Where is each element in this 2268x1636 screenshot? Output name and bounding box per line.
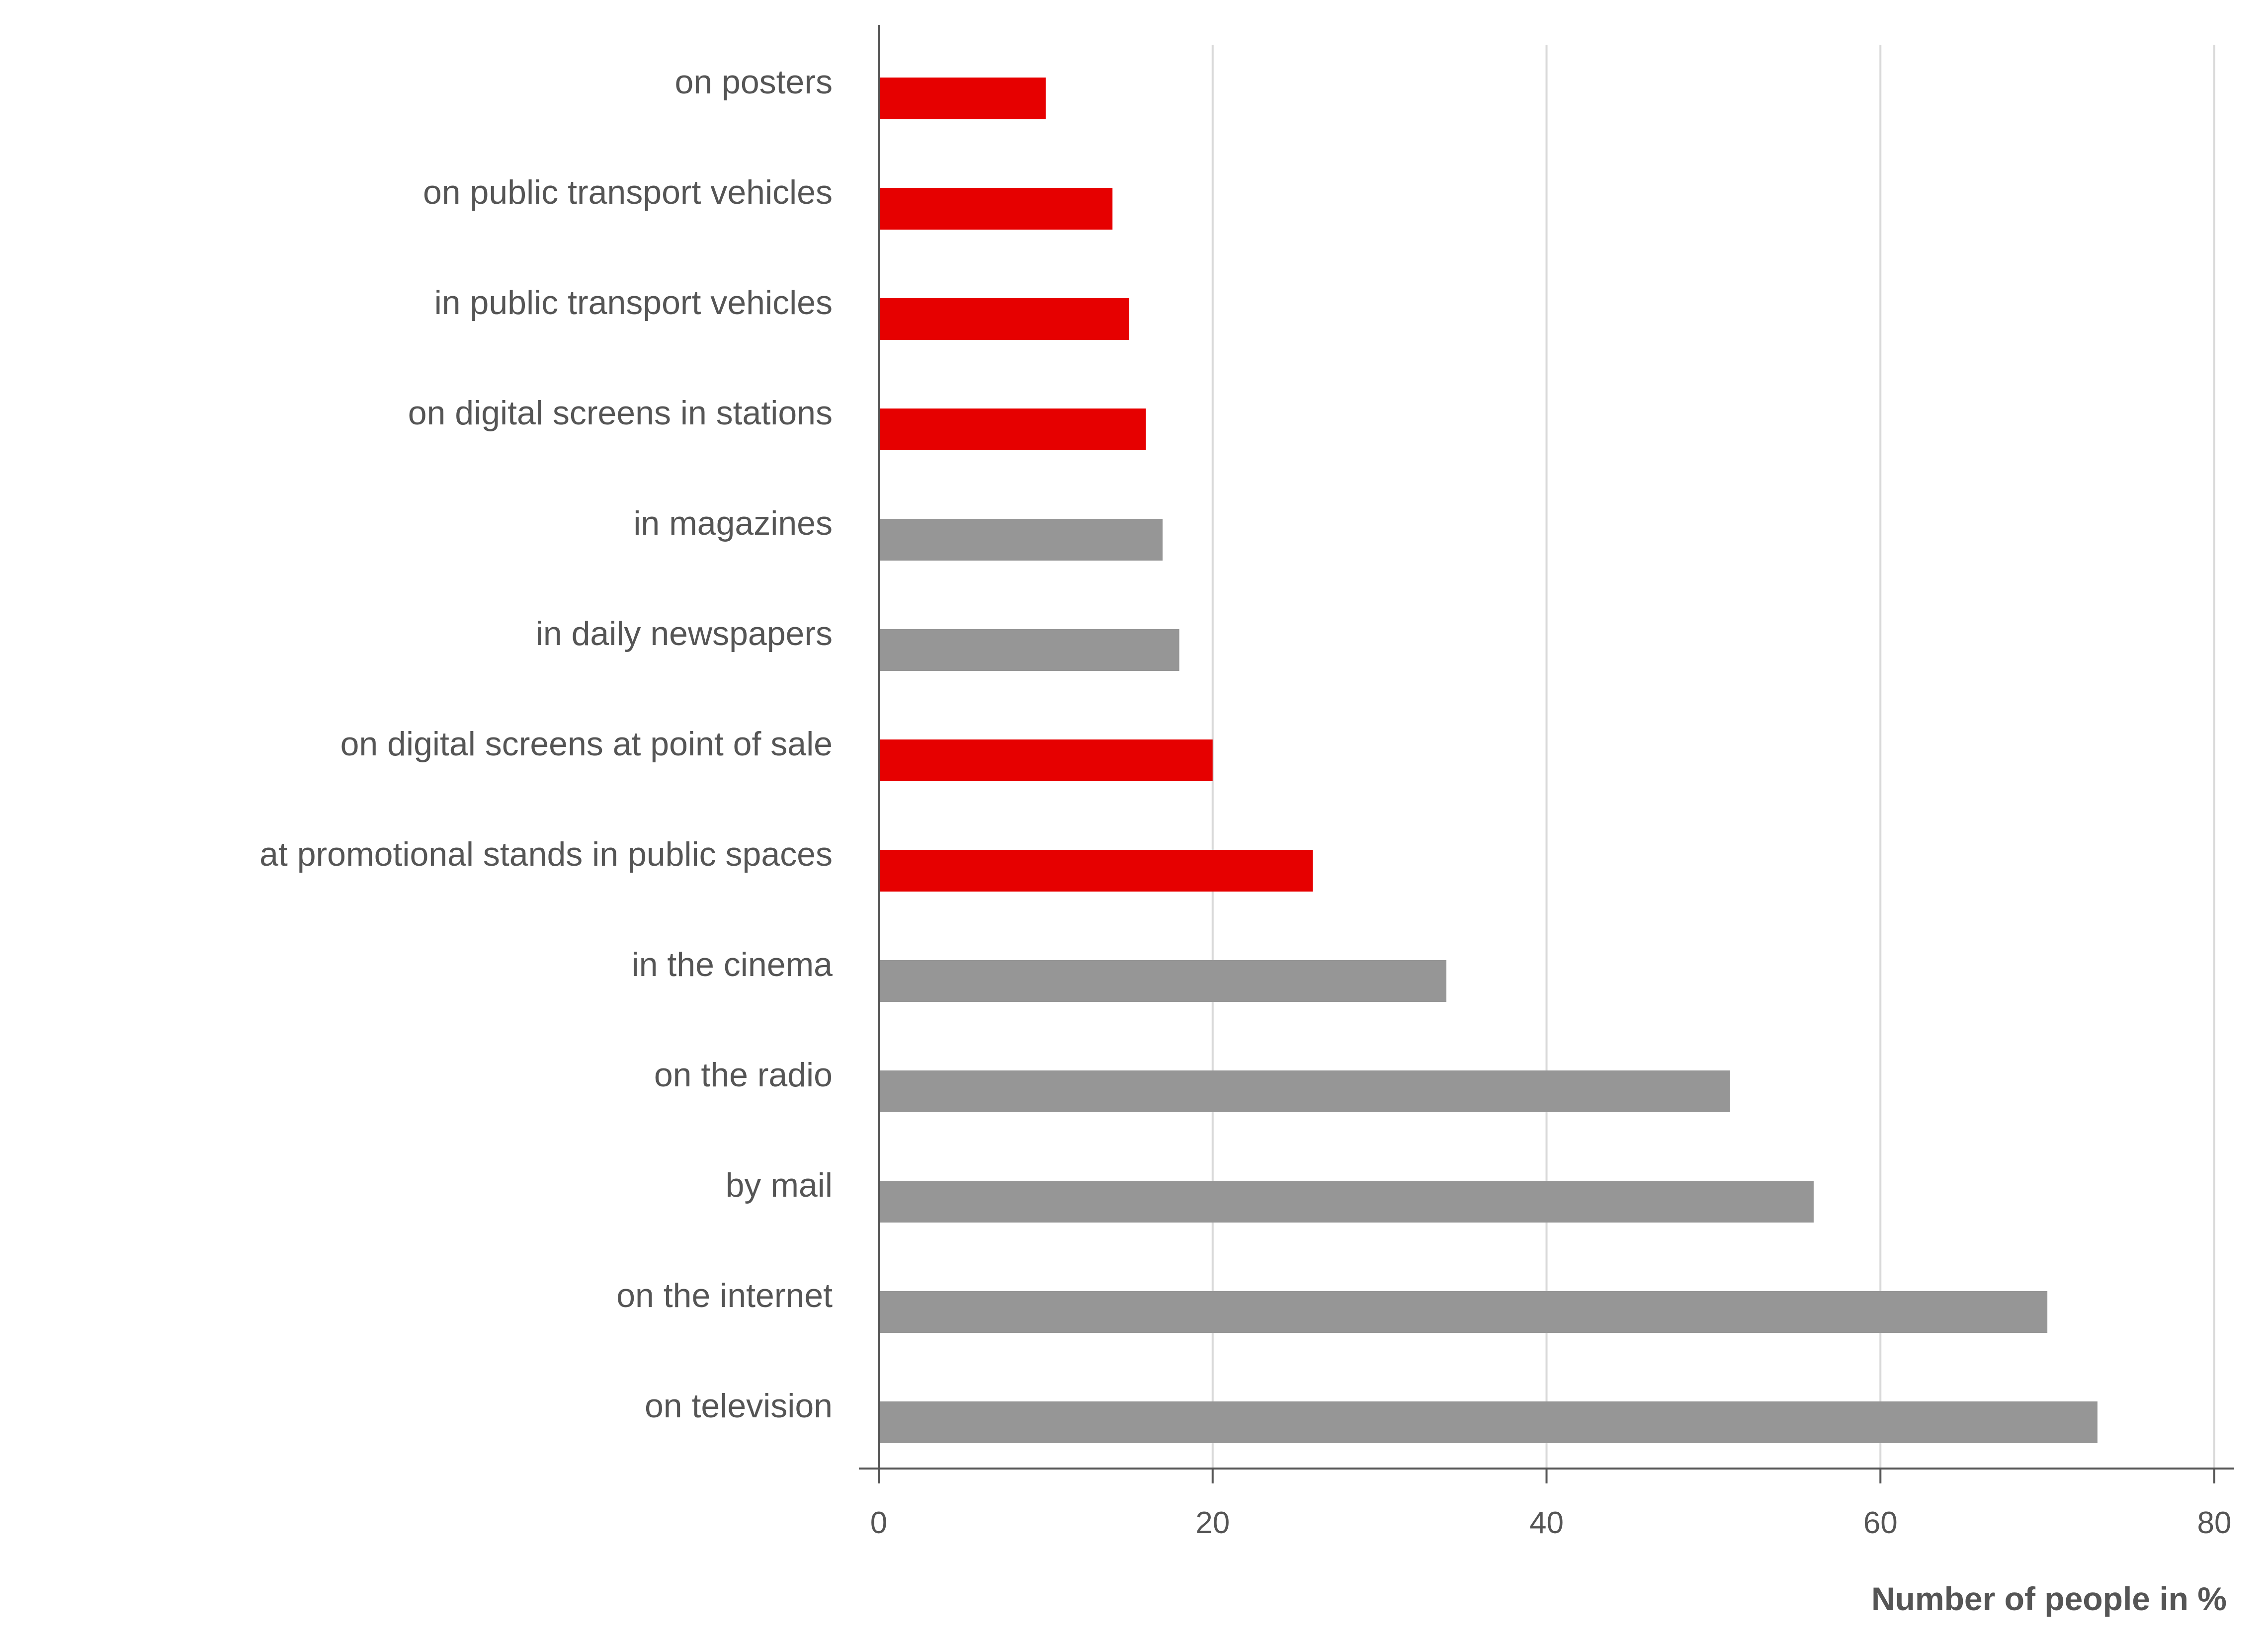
category-label: at promotional stands in public spaces: [259, 835, 833, 873]
bar: [879, 1401, 2098, 1443]
bar: [879, 298, 1129, 340]
x-tick-labels: 0 20 40 60 80: [870, 1506, 2232, 1540]
bar: [879, 739, 1213, 781]
x-tick-label: 80: [2197, 1506, 2232, 1540]
bar: [879, 850, 1313, 892]
bar: [879, 519, 1163, 561]
x-tick-label: 0: [870, 1506, 887, 1540]
bar: [879, 960, 1446, 1002]
category-label: in the cinema: [632, 946, 833, 983]
category-label: on public transport vehicles: [423, 173, 833, 211]
bar: [879, 1291, 2048, 1333]
bar: [879, 1181, 1814, 1223]
x-axis-title: Number of people in %: [1871, 1580, 2227, 1617]
category-label: in daily newspapers: [536, 615, 833, 653]
category-label: on digital screens at point of sale: [340, 725, 833, 763]
category-label: in public transport vehicles: [434, 284, 833, 322]
bar: [879, 629, 1179, 671]
bar: [879, 188, 1113, 230]
x-tick-label: 60: [1863, 1506, 1898, 1540]
bars: [879, 78, 2098, 1443]
grid-lines: [878, 45, 2215, 1483]
category-label: by mail: [726, 1166, 833, 1204]
bar: [879, 409, 1146, 450]
category-labels: on posters on public transport vehicles in…: [259, 63, 833, 1425]
bar: [879, 78, 1046, 119]
bar: [879, 1070, 1730, 1112]
axes: [859, 25, 2234, 1470]
category-label: on television: [645, 1387, 833, 1425]
category-label: on posters: [674, 63, 833, 101]
category-label: on the internet: [616, 1277, 833, 1314]
category-label: on the radio: [654, 1056, 833, 1094]
category-label: on digital screens in stations: [408, 394, 833, 432]
category-label: in magazines: [633, 504, 833, 542]
x-tick-label: 40: [1529, 1506, 1564, 1540]
x-tick-label: 20: [1195, 1506, 1230, 1540]
